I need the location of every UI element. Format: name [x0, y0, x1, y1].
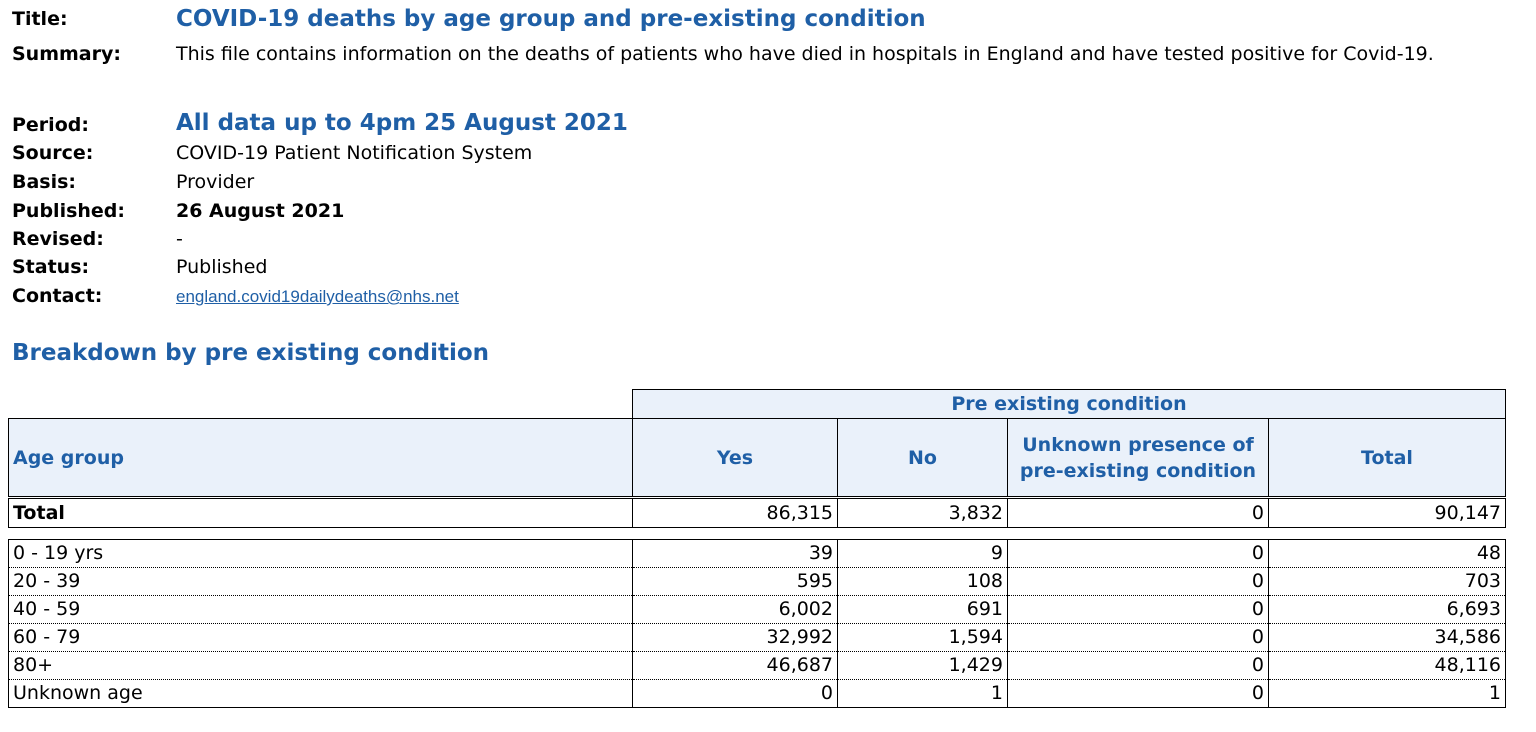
- published-value: 26 August 2021: [176, 200, 345, 222]
- table-row: 20 - 39 595 108 0 703: [8, 567, 1506, 596]
- row-label: Unknown age: [8, 679, 633, 708]
- row-label: 60 - 79: [8, 623, 633, 652]
- cell-no: 9: [837, 539, 1008, 568]
- cell-total: 6,693: [1268, 595, 1506, 624]
- cell-no: 1,594: [837, 623, 1008, 652]
- table-row: Unknown age 0 1 0 1: [8, 679, 1506, 708]
- cell-yes: 595: [632, 567, 838, 596]
- status-label: Status:: [12, 256, 90, 278]
- header-spacer: [9, 390, 633, 419]
- row-label: 20 - 39: [8, 567, 633, 596]
- total-table: Total 86,315 3,832 0 90,147: [8, 498, 1506, 528]
- basis-value: Provider: [176, 171, 255, 193]
- col-header-yes: Yes: [632, 418, 838, 497]
- row-label: 0 - 19 yrs: [8, 539, 633, 568]
- summary-label: Summary:: [12, 43, 121, 65]
- cell-total: 703: [1268, 567, 1506, 596]
- cell-no: 108: [837, 567, 1008, 596]
- cell-no: 1: [837, 679, 1008, 708]
- total-row: Total 86,315 3,832 0 90,147: [8, 498, 1506, 528]
- col-header-total: Total: [1268, 418, 1506, 497]
- cell-no: 691: [837, 595, 1008, 624]
- table-row: 60 - 79 32,992 1,594 0 34,586: [8, 623, 1506, 652]
- cell-yes: 32,992: [632, 623, 838, 652]
- cell-total: 1: [1268, 679, 1506, 708]
- table-row: 80+ 46,687 1,429 0 48,116: [8, 651, 1506, 680]
- cell-unknown: 0: [1007, 539, 1269, 568]
- age-group-table: 0 - 19 yrs 39 9 0 48 20 - 39 595 108 0 7…: [8, 539, 1506, 708]
- cell-total: 34,586: [1268, 623, 1506, 652]
- col-header-age-group: Age group: [8, 418, 633, 497]
- cell-unknown: 0: [1007, 651, 1269, 680]
- published-label: Published:: [12, 200, 125, 222]
- cell-yes: 0: [632, 679, 838, 708]
- cell-yes: 39: [632, 539, 838, 568]
- col-header-no: No: [837, 418, 1008, 497]
- group-header-row: Pre existing condition: [9, 389, 1506, 419]
- basis-label: Basis:: [12, 171, 77, 193]
- contact-email-link[interactable]: england.covid19dailydeaths@nhs.net: [176, 287, 459, 306]
- total-no: 3,832: [837, 498, 1008, 528]
- summary-text: This file contains information on the de…: [176, 43, 1434, 65]
- contact-label: Contact:: [12, 285, 103, 307]
- period-label: Period:: [12, 114, 89, 136]
- title-label: Title:: [12, 8, 68, 30]
- section-heading: Breakdown by pre existing condition: [12, 340, 490, 366]
- total-unknown: 0: [1007, 498, 1269, 528]
- row-label: 40 - 59: [8, 595, 633, 624]
- table-row: 40 - 59 6,002 691 0 6,693: [8, 595, 1506, 624]
- source-label: Source:: [12, 142, 94, 164]
- cell-no: 1,429: [837, 651, 1008, 680]
- cell-unknown: 0: [1007, 623, 1269, 652]
- cell-yes: 46,687: [632, 651, 838, 680]
- table-row: 0 - 19 yrs 39 9 0 48: [8, 539, 1506, 568]
- source-value: COVID-19 Patient Notification System: [176, 142, 533, 164]
- revised-label: Revised:: [12, 228, 104, 250]
- cell-total: 48: [1268, 539, 1506, 568]
- row-label: 80+: [8, 651, 633, 680]
- document-title: COVID-19 deaths by age group and pre-exi…: [176, 6, 926, 32]
- cell-unknown: 0: [1007, 567, 1269, 596]
- col-header-unknown: Unknown presence of pre-existing conditi…: [1007, 418, 1269, 497]
- period-value: All data up to 4pm 25 August 2021: [176, 110, 628, 136]
- cell-yes: 6,002: [632, 595, 838, 624]
- group-header-pre-existing: Pre existing condition: [632, 389, 1506, 419]
- column-header-row: Age group Yes No Unknown presence of pre…: [8, 418, 1506, 497]
- cell-unknown: 0: [1007, 679, 1269, 708]
- status-value: Published: [176, 256, 268, 278]
- cell-total: 48,116: [1268, 651, 1506, 680]
- revised-value: -: [176, 228, 183, 250]
- table-header: Pre existing condition Age group Yes No …: [8, 389, 1506, 497]
- total-yes: 86,315: [632, 498, 838, 528]
- total-total: 90,147: [1268, 498, 1506, 528]
- cell-unknown: 0: [1007, 595, 1269, 624]
- total-row-label: Total: [8, 498, 633, 528]
